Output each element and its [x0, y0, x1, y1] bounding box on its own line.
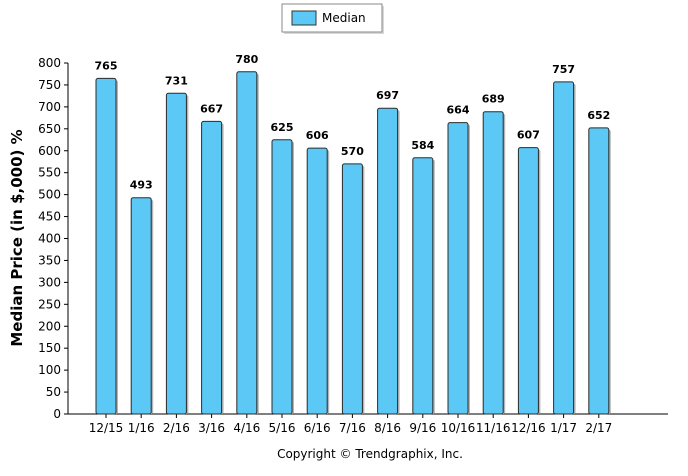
bar [412, 157, 434, 415]
x-tick-label: 1/16 [128, 421, 155, 435]
y-tick-label: 650 [38, 122, 61, 136]
x-tick-label: 3/16 [198, 421, 225, 435]
bar-value-label: 697 [376, 89, 399, 102]
legend: Median [281, 3, 384, 34]
bar-value-label: 625 [271, 121, 294, 134]
bar [517, 147, 539, 415]
bars: 765 493 731 667 780 625 606 570 697 584 664 689 607 7… [95, 53, 611, 415]
y-tick-label: 350 [38, 253, 61, 267]
x-tick-label: 4/16 [233, 421, 260, 435]
y-tick-label: 50 [46, 385, 61, 399]
bar-value-label: 731 [165, 74, 188, 87]
bar-value-label: 780 [235, 53, 258, 66]
bar-value-label: 757 [552, 63, 575, 76]
bar [271, 139, 293, 415]
x-tick-label: 12/16 [511, 421, 546, 435]
y-tick-label: 250 [38, 297, 61, 311]
bar [306, 147, 328, 415]
bar [553, 81, 575, 415]
bar [95, 77, 117, 415]
bar [447, 122, 469, 415]
bar [341, 163, 363, 415]
y-tick-label: 450 [38, 210, 61, 224]
x-tick-label: 5/16 [269, 421, 296, 435]
y-tick-label: 550 [38, 166, 61, 180]
bar-value-label: 606 [306, 129, 329, 142]
bar-value-label: 584 [411, 139, 434, 152]
bar-value-label: 493 [130, 179, 153, 192]
x-tick-label: 8/16 [374, 421, 401, 435]
x-tick-label: 10/16 [441, 421, 476, 435]
bar [130, 197, 152, 415]
bar [588, 127, 610, 415]
x-tick-label: 6/16 [304, 421, 331, 435]
x-tick-label: 2/16 [163, 421, 190, 435]
bar [236, 71, 258, 415]
y-tick-label: 600 [38, 144, 61, 158]
x-tick-label: 9/16 [409, 421, 436, 435]
bar-value-label: 570 [341, 145, 364, 158]
y-tick-label: 150 [38, 341, 61, 355]
bar-value-label: 765 [95, 59, 118, 72]
y-axis-title: Median Price (in $,000) % [8, 129, 26, 346]
bar-value-label: 652 [587, 109, 610, 122]
bar [201, 120, 223, 415]
bar [482, 111, 504, 415]
x-tick-label: 12/15 [89, 421, 124, 435]
y-tick-label: 700 [38, 100, 61, 114]
copyright-footer: Copyright © Trendgraphix, Inc. [277, 447, 463, 461]
y-tick-label: 0 [53, 407, 61, 421]
x-tick-label: 1/17 [550, 421, 577, 435]
y-tick-label: 100 [38, 363, 61, 377]
y-tick-label: 800 [38, 56, 61, 70]
y-tick-label: 300 [38, 275, 61, 289]
x-tick-label: 11/16 [476, 421, 511, 435]
bar-value-label: 664 [447, 104, 470, 117]
bar [165, 92, 187, 415]
y-tick-label: 500 [38, 188, 61, 202]
y-tick-label: 200 [38, 319, 61, 333]
legend-label: Median [322, 11, 366, 25]
bar-value-label: 607 [517, 129, 540, 142]
y-tick-label: 400 [38, 232, 61, 246]
x-tick-label: 7/16 [339, 421, 366, 435]
y-tick-label: 750 [38, 78, 61, 92]
bar [377, 107, 399, 415]
x-tick-label: 2/17 [585, 421, 612, 435]
legend-swatch [291, 10, 317, 26]
x-axis: 12/15 1/16 2/16 3/16 4/16 5/16 6/16 7/16 8/16 9/1… [68, 413, 668, 435]
bar-value-label: 689 [482, 93, 505, 106]
bar-value-label: 667 [200, 102, 223, 115]
y-axis: 0 50 100 150 200 250 300 350 400 450 500 550 600 650 7… [38, 56, 69, 421]
